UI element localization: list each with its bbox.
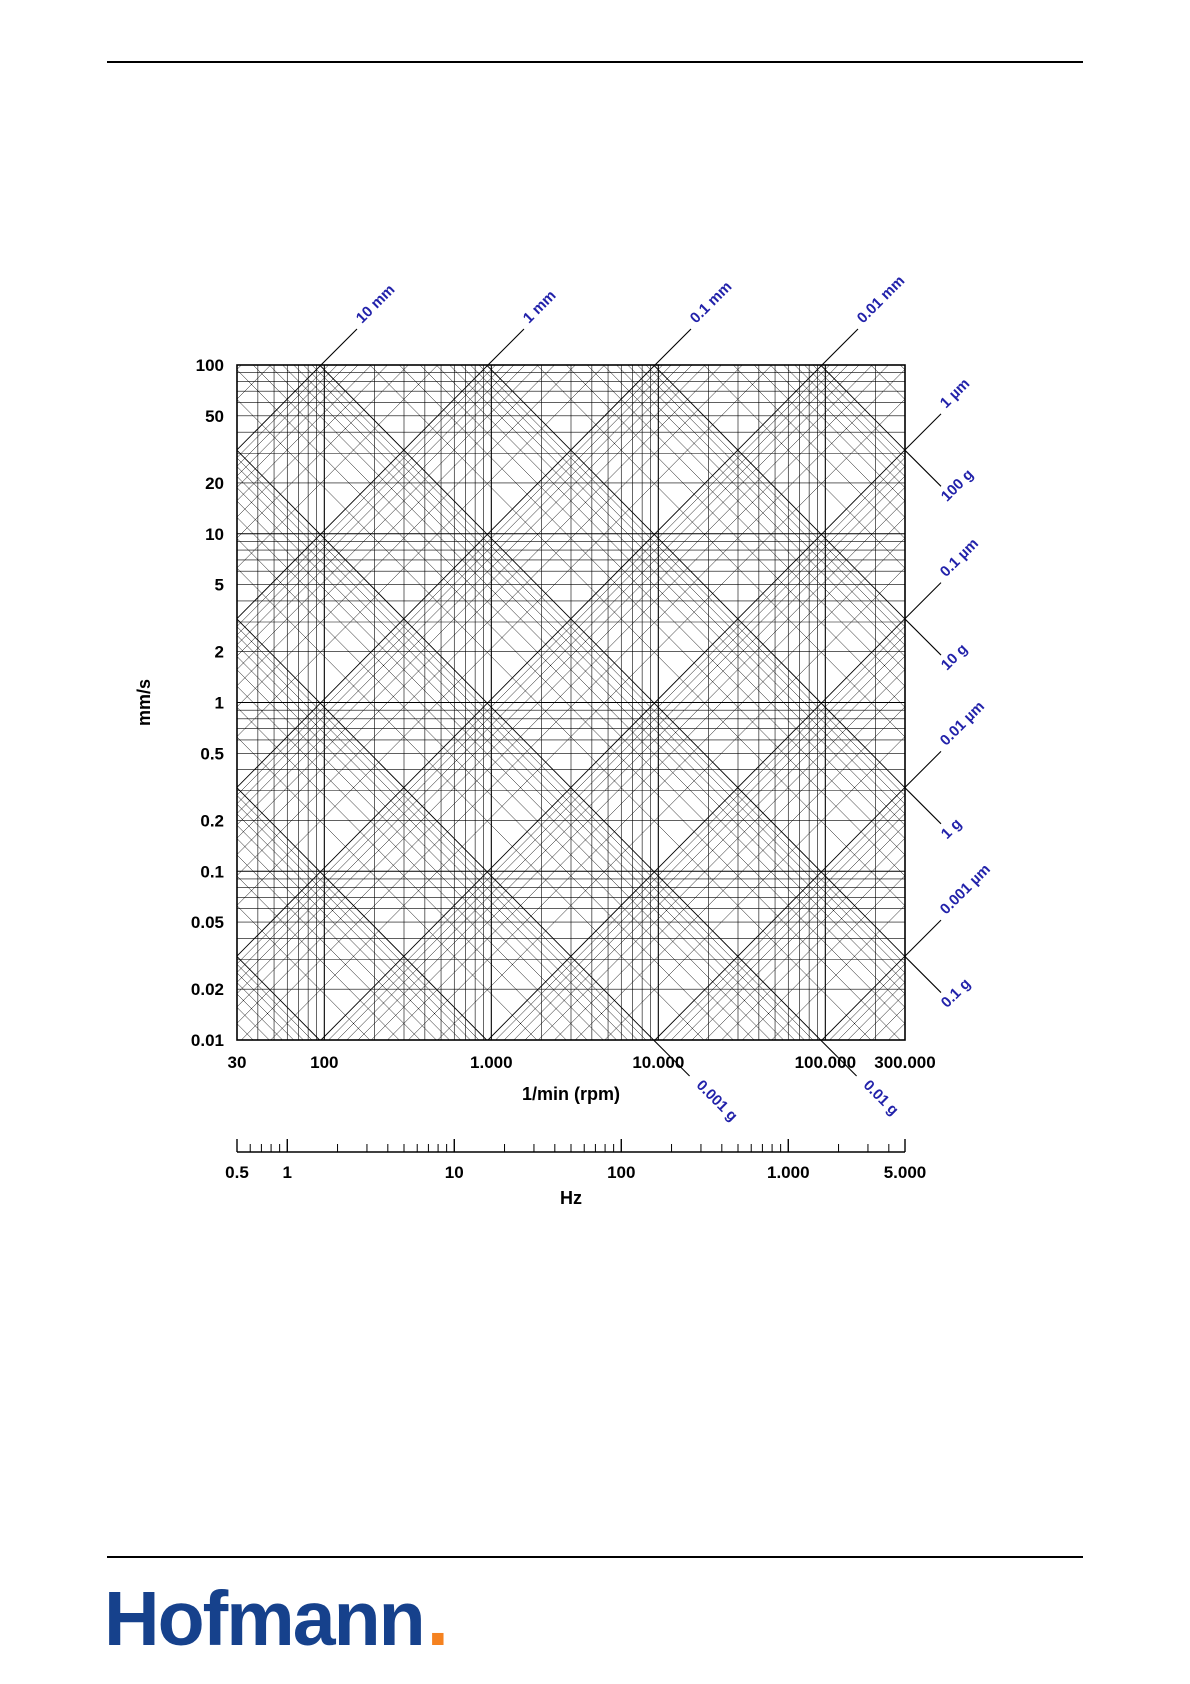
logo-dot: . xyxy=(426,1573,450,1663)
label-tick-lines xyxy=(320,328,942,1077)
hz-axis: 0.5 1 10 100 1.000 5.000 Hz xyxy=(225,1139,926,1208)
x-tick-label: 1.000 xyxy=(470,1053,513,1072)
y-tick-label: 20 xyxy=(205,474,224,493)
acceleration-label: 1 g xyxy=(938,815,965,842)
y-tick-label: 1 xyxy=(215,694,224,713)
displacement-label: 1 mm xyxy=(520,287,560,327)
y-tick-label: 0.01 xyxy=(191,1031,224,1050)
y-tick-label: 0.5 xyxy=(200,744,224,763)
diagonal-lines xyxy=(236,364,906,1041)
x-tick-label: 300.000 xyxy=(874,1053,935,1072)
y-tick-label: 50 xyxy=(205,407,224,426)
x-tick-label: 100.000 xyxy=(795,1053,856,1072)
displacement-label: 0.001 µm xyxy=(937,861,994,918)
top-rule xyxy=(107,61,1083,63)
hz-tick-label: 1 xyxy=(283,1163,292,1182)
x-tick-label: 100 xyxy=(310,1053,338,1072)
y-tick-label: 100 xyxy=(196,356,224,375)
displacement-label: 0.1 mm xyxy=(687,278,736,327)
plot-border xyxy=(236,364,906,1041)
displacement-label: 10 mm xyxy=(353,281,399,327)
y-tick-label: 0.2 xyxy=(200,811,224,830)
y-tick-label: 2 xyxy=(215,643,224,662)
acceleration-label: 10 g xyxy=(938,641,971,674)
y-tick-label: 0.1 xyxy=(200,862,224,881)
hofmann-logo: Hofmann. xyxy=(104,1576,449,1662)
hz-tick-label: 1.000 xyxy=(767,1163,810,1182)
displacement-label: 1 µm xyxy=(937,375,973,411)
hz-tick-label: 5.000 xyxy=(884,1163,927,1182)
bottom-rule xyxy=(107,1556,1083,1558)
displacement-label: 0.1 µm xyxy=(937,535,982,580)
y-tick-label: 10 xyxy=(205,525,224,544)
logo-text: Hofmann xyxy=(104,1576,426,1662)
hz-tick-label: 100 xyxy=(607,1163,635,1182)
displacement-label: 0.01 µm xyxy=(937,698,988,749)
hz-tick-label: 10 xyxy=(445,1163,464,1182)
acceleration-label: 0.01 g xyxy=(860,1077,902,1119)
acceleration-label: 0.001 g xyxy=(693,1077,741,1125)
diagonal-line-labels: 10 mm 1 mm 0.1 mm 0.01 mm 1 µm 0.1 µm 0.01 µm 0… xyxy=(353,272,994,1124)
y-tick-label: 5 xyxy=(215,576,224,595)
x-tick-label: 10.000 xyxy=(632,1053,684,1072)
y-axis-title: mm/s xyxy=(134,679,154,726)
displacement-label: 0.01 mm xyxy=(854,272,908,326)
y-tick-label: 0.05 xyxy=(191,913,224,932)
acceleration-label: 0.1 g xyxy=(938,975,974,1011)
x-axis-title: 1/min (rpm) xyxy=(522,1084,620,1104)
y-tick-label: 0.02 xyxy=(191,980,224,999)
grid-lines xyxy=(237,365,905,1040)
hz-tick-label: 0.5 xyxy=(225,1163,249,1182)
hz-axis-title: Hz xyxy=(560,1188,582,1208)
x-tick-label: 30 xyxy=(228,1053,247,1072)
acceleration-label: 100 g xyxy=(938,466,977,505)
